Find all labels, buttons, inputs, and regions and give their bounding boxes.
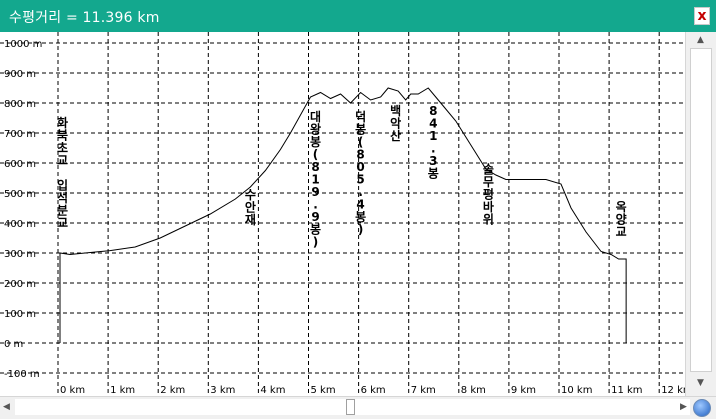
- globe-icon[interactable]: [693, 399, 711, 417]
- y-tick-label: 800 m: [4, 99, 36, 110]
- place-label: 덕 봉(8 0 5. 4 봉): [355, 109, 366, 237]
- vertical-scroll-thumb[interactable]: [690, 48, 712, 372]
- y-tick-label: 600 m: [4, 159, 36, 170]
- horizontal-scrollbar[interactable]: ◀ ▶: [0, 396, 716, 419]
- scroll-left-icon[interactable]: ◀: [3, 402, 10, 412]
- elevation-line: [59, 87, 627, 343]
- x-tick-label: 10 km: [561, 385, 592, 396]
- y-tick-label: 100 m: [4, 309, 36, 320]
- x-tick-label: 3 km: [210, 385, 235, 396]
- y-tick-label: 700 m: [4, 129, 36, 140]
- x-tick-label: 8 km: [461, 385, 486, 396]
- x-tick-label: 9 km: [511, 385, 536, 396]
- y-tick-label: 200 m: [4, 279, 36, 290]
- x-tick-label: 5 km: [311, 385, 336, 396]
- scroll-up-icon[interactable]: ▲: [697, 35, 704, 45]
- y-tick-label: 0 m: [4, 339, 23, 350]
- vertical-scrollbar[interactable]: ▲ ▼: [685, 32, 716, 396]
- x-tick-label: 12 km: [661, 385, 685, 396]
- y-tick-label: 1000 m: [4, 39, 42, 50]
- x-tick-label: 7 km: [411, 385, 436, 396]
- x-tick-label: 11 km: [611, 385, 642, 396]
- elevation-profile-chart: 1000 m 900 m 800 m 700 m 600 m 500 m 400 m 300 …: [0, 32, 685, 396]
- x-tick-label: 6 km: [361, 385, 386, 396]
- scroll-down-icon[interactable]: ▼: [697, 378, 704, 388]
- close-button[interactable]: x: [694, 7, 710, 25]
- title-bar: 수평거리 = 11.396 km x: [0, 0, 716, 32]
- x-tick-label: 2 km: [160, 385, 185, 396]
- x-tick-label: 1 km: [110, 385, 135, 396]
- y-tick-label: 500 m: [4, 189, 36, 200]
- horizontal-scroll-thumb[interactable]: [346, 399, 355, 415]
- window-title: 수평거리 = 11.396 km: [9, 10, 160, 26]
- x-tick-label: 4 km: [260, 385, 285, 396]
- y-tick-label: 300 m: [4, 249, 36, 260]
- x-tick-label: 0 km: [60, 385, 85, 396]
- y-tick-label: 900 m: [4, 69, 36, 80]
- scroll-right-icon[interactable]: ▶: [680, 402, 687, 412]
- y-tick-label: -100 m: [4, 369, 40, 380]
- y-tick-label: 400 m: [4, 219, 36, 230]
- place-label: 대 왕 봉(8 1 9. 9 봉): [310, 110, 321, 249]
